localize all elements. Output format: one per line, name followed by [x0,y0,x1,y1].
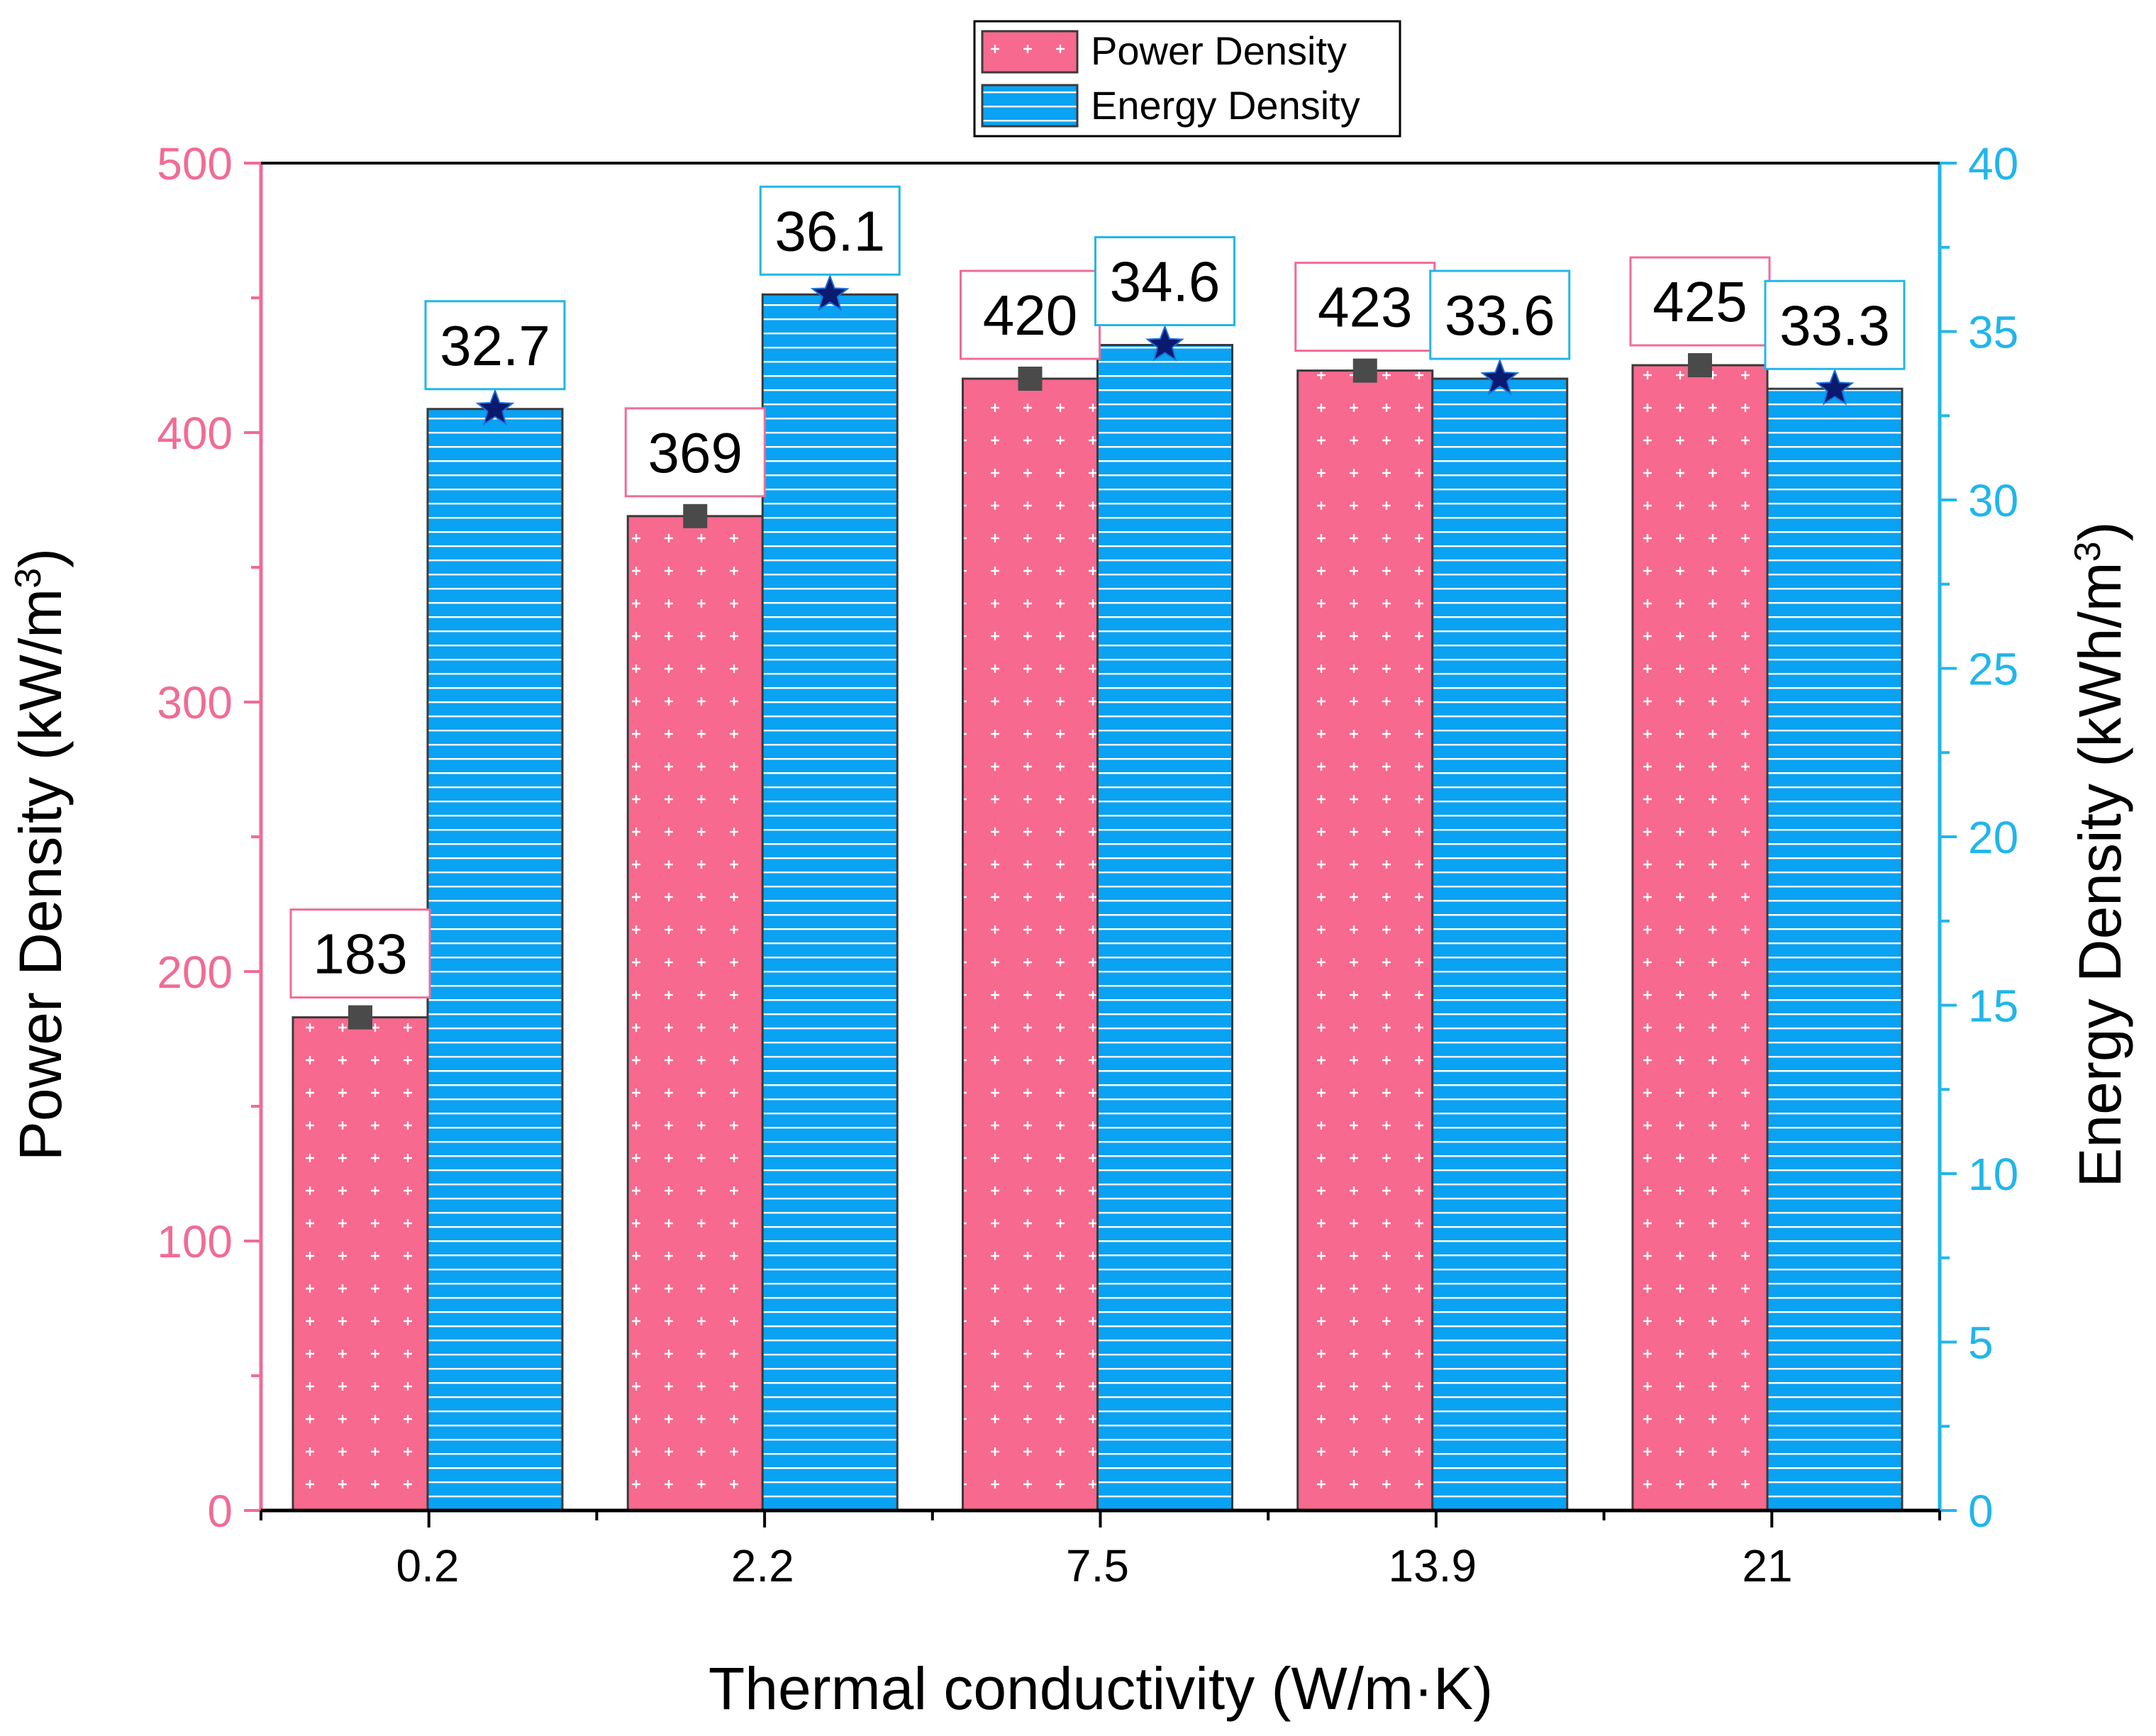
legend-swatch-energy-density [981,84,1079,128]
x-tick-label-21: 21 [1742,1540,1792,1591]
y-right-tick-label: 20 [1968,812,2018,863]
data-label-power-density-7.5-box [960,269,1101,360]
y-right-axis-title-main: Energy Density (kWh/m [2067,562,2133,1187]
bar-power-density-0.2 [291,1016,429,1512]
data-label-power-density-0.2: 183 [313,923,407,986]
bar-power-density-2.2 [626,515,764,1512]
x-tick-label-0.2: 0.2 [396,1540,460,1591]
marker-energy-density-7.5 [1145,324,1184,362]
y-left-axis-title-sup: 3 [8,568,49,589]
marker-power-density-0.2 [348,1005,372,1030]
legend-swatch-power-density [981,30,1079,74]
marker-energy-density-13.9 [1480,358,1520,396]
legend-item-power-density: Power Density [981,28,1347,74]
legend: Power Density Energy Density [973,20,1401,138]
y-left-tick-label: 0 [207,1486,233,1537]
data-label-energy-density-0.2-box [424,300,566,391]
marker-power-density-13.9 [1352,358,1377,383]
y-left-tick-label: 500 [157,138,233,189]
y-left-tick-label: 400 [157,408,233,459]
data-labels: 183 369 420 423 425 32.7 36.1 34.6 33.6 33.3 [289,185,1906,999]
data-label-power-density-2.2: 369 [648,421,743,484]
markers [348,274,1855,1030]
marker-energy-density-2.2 [810,274,850,311]
data-label-power-density-2.2-box [624,407,766,498]
bar-energy-density-13.9 [1431,377,1569,1512]
data-label-energy-density-13.9: 33.6 [1445,284,1555,347]
y-left-axis-title: Power Density (kW/m3) [7,548,74,1161]
data-label-power-density-21: 425 [1652,270,1747,333]
data-label-energy-density-13.9-box [1429,269,1571,360]
marker-energy-density-0.2 [475,388,515,426]
y-right-tick-label: 40 [1968,138,2018,189]
y-left-tick-label: 200 [157,947,233,998]
bar-energy-density-0.2 [426,408,564,1512]
axes: 0 100 200 300 400 500 0 5 10 15 20 25 30 35 40 0.2 2.2 7.… [157,138,2018,1591]
x-tick-label-13.9: 13.9 [1388,1540,1477,1591]
y-right-axis-title-sup: 3 [2067,541,2108,562]
y-left-tick-label: 100 [157,1216,233,1267]
data-label-energy-density-2.2-box [759,185,901,276]
data-label-power-density-13.9-box [1294,262,1436,352]
bar-power-density-21 [1631,364,1769,1512]
marker-power-density-21 [1688,353,1712,377]
data-label-power-density-0.2-box [289,908,431,999]
data-label-energy-density-7.5-box [1094,236,1235,326]
y-left-axis-title-close: ) [7,548,74,568]
legend-label-power-density: Power Density [1091,28,1347,73]
y-left-axis-title-main: Power Density (kW/m [7,589,74,1161]
y-right-tick-label: 35 [1968,307,2018,358]
x-tick-label-2.2: 2.2 [731,1540,794,1591]
marker-energy-density-21 [1815,368,1855,406]
legend-item-energy-density: Energy Density [981,83,1360,128]
bar-energy-density-2.2 [761,293,899,1512]
data-label-power-density-13.9: 423 [1318,276,1412,339]
y-right-tick-label: 5 [1968,1318,1994,1369]
data-label-energy-density-21-box [1764,279,1906,370]
bar-energy-density-21 [1766,387,1904,1512]
y-right-tick-label: 25 [1968,644,2018,695]
data-label-energy-density-7.5: 34.6 [1110,250,1221,313]
marker-power-density-7.5 [1018,367,1043,391]
data-label-power-density-21-box [1629,256,1771,347]
bar-power-density-7.5 [962,377,1099,1512]
data-label-power-density-7.5: 420 [983,284,1077,347]
bar-power-density-13.9 [1296,369,1434,1512]
data-label-energy-density-21: 33.3 [1779,294,1890,357]
y-right-axis-title-close: ) [2067,521,2133,541]
y-right-tick-label: 30 [1968,475,2018,526]
bars [291,293,1904,1512]
y-right-tick-label: 10 [1968,1149,2018,1200]
y-right-tick-label: 0 [1968,1486,1994,1537]
x-axis-title: Thermal conductivity (W/m·K) [709,1655,1493,1722]
data-label-energy-density-2.2: 36.1 [774,199,885,262]
x-tick-label-7.5: 7.5 [1066,1540,1129,1591]
y-right-tick-label: 15 [1968,981,2018,1032]
y-right-axis-title: Energy Density (kWh/m3) [2067,521,2133,1187]
data-label-energy-density-0.2: 32.7 [440,314,550,377]
legend-label-energy-density: Energy Density [1091,83,1360,128]
y-left-tick-label: 300 [157,677,233,728]
marker-power-density-2.2 [683,503,708,528]
bar-energy-density-7.5 [1096,344,1233,1512]
